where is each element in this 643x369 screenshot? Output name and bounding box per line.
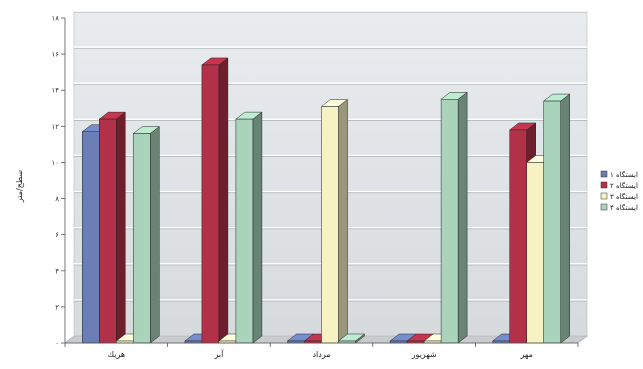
legend-swatch (600, 181, 608, 189)
y-tick-label: ۶ (55, 231, 59, 239)
y-tick-label: ۱۸ (51, 15, 59, 23)
bar (542, 93, 571, 344)
bar-front (201, 64, 220, 344)
bar-front (440, 99, 459, 344)
legend: ايستگاه ۱ ايستگاه ۲ ايستگاه ۳ ايستگاه ۴ (600, 170, 638, 212)
bars (81, 57, 571, 344)
bar (132, 126, 161, 344)
legend-entry-label: ايستگاه ۳ (610, 192, 638, 201)
x-category-label: مهر (520, 350, 533, 359)
y-axis-ticks: ۰ ۲ ۴ ۶ ۸ ۱۰ ۱۲ ۱۴ ۱۶ ۱۸ (51, 15, 66, 348)
bar-side (252, 111, 263, 344)
y-tick-label: ۰ (55, 340, 59, 348)
y-tick-label: ۱۰ (51, 159, 59, 167)
x-axis-categories: هريك آبر مرداد شهريور مهر (64, 342, 579, 359)
bar-front (526, 162, 544, 344)
bar (440, 91, 468, 344)
legend-entry-label: ايستگاه ۲ (610, 181, 638, 190)
bar-front (235, 118, 254, 344)
legend-entry-label: ايستگاه ۱ (610, 170, 638, 179)
x-category-label: مرداد (312, 350, 330, 359)
bar (98, 111, 127, 344)
bar (320, 98, 349, 344)
bar-front (133, 133, 151, 344)
bar-side (338, 98, 348, 344)
x-category-label: شهريور (411, 350, 437, 359)
y-tick-label: ۴ (55, 267, 59, 275)
legend-swatch (600, 203, 608, 211)
bar-side (116, 111, 126, 344)
bar-front (82, 131, 100, 344)
legend-entry-label: ايستگاه ۴ (610, 203, 638, 212)
y-tick-label: ۱۴ (51, 87, 59, 95)
bar-front (99, 118, 117, 344)
y-tick-label: ۱۲ (51, 123, 59, 131)
y-tick-label: ۸ (55, 195, 59, 203)
x-category-label: هريك (107, 350, 125, 359)
bar-side (560, 93, 570, 344)
bar-side (150, 126, 160, 344)
legend-swatch (600, 192, 608, 200)
bar-front (321, 106, 339, 344)
bar-front (509, 129, 527, 344)
legend-swatch (600, 170, 608, 178)
x-category-label: آبر (213, 349, 224, 359)
y-tick-label: ۲ (55, 303, 59, 311)
y-axis-title: سطح/متر (15, 170, 24, 204)
bar-side (218, 57, 229, 344)
bar (235, 111, 263, 344)
bar-side (457, 91, 468, 344)
bar (337, 333, 366, 344)
bar (201, 57, 229, 344)
y-tick-label: ۱۶ (51, 51, 59, 59)
bar-front (543, 100, 561, 344)
